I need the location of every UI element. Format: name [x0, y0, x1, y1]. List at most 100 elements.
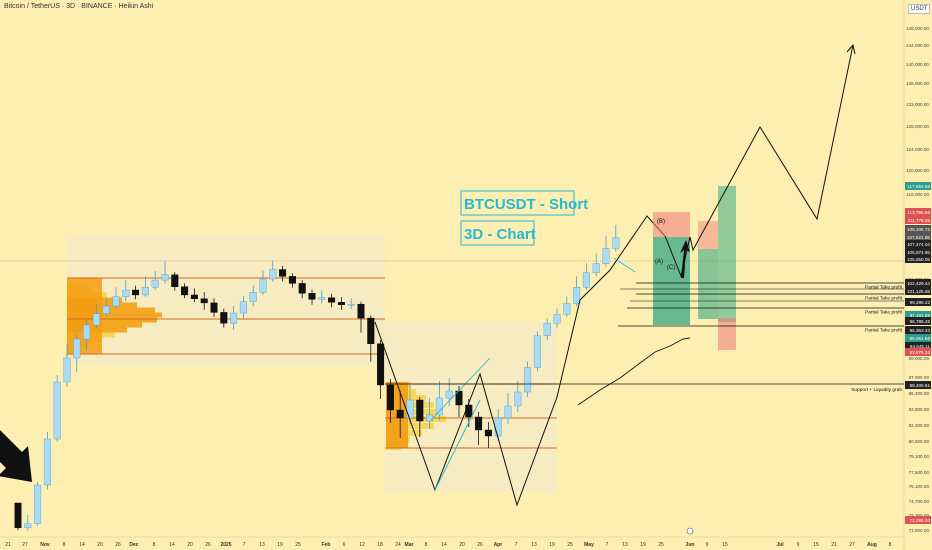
candle-body — [475, 416, 483, 431]
y-tick-label: 82,200.00 — [909, 423, 930, 428]
candle-body — [73, 338, 81, 359]
price-tag — [905, 208, 931, 216]
x-tick-label: 13 — [259, 542, 265, 548]
candle-body — [337, 302, 345, 305]
price-tag — [905, 311, 931, 319]
axis-unit-badge[interactable]: USDT — [908, 4, 931, 14]
candle-body — [328, 297, 336, 303]
candle-body — [406, 399, 414, 419]
y-tick-label: 87,000.00 — [909, 375, 930, 380]
candle-body — [122, 289, 130, 297]
candle-body — [494, 417, 502, 437]
timeframe-annotation-text: 3D - Chart — [464, 226, 536, 243]
x-tick-label: 8 — [63, 542, 66, 548]
x-tick-label: 20 — [97, 542, 103, 548]
price-tag-label: 94,645.11 — [910, 344, 931, 349]
candle-body — [181, 286, 189, 296]
price-tag-label: 93,876.34 — [910, 350, 931, 355]
price-tag — [905, 334, 931, 342]
candle-body — [230, 312, 238, 324]
x-tick-label: 25 — [658, 542, 664, 548]
price-tag — [905, 233, 931, 241]
volume-profile-bar-1 — [67, 322, 142, 328]
candle-body — [92, 313, 100, 326]
x-tick-label: 6 — [343, 542, 346, 548]
stop-loss-box — [718, 318, 736, 350]
price-tag — [905, 287, 931, 295]
x-tick-label: 20 — [459, 542, 465, 548]
x-tick-label: Mar — [405, 542, 414, 548]
candle-body — [396, 409, 404, 419]
x-tick-label: 9 — [797, 542, 800, 548]
x-tick-label: 19 — [549, 542, 555, 548]
price-tag-label: 102,429.44 — [907, 281, 930, 286]
y-tick-label: 77,500.00 — [909, 470, 930, 475]
candle-body — [514, 391, 522, 407]
wave-label-b: (B) — [657, 219, 665, 225]
candle-body — [367, 317, 375, 344]
timeframe-annotation-box — [460, 220, 535, 246]
candle-body — [445, 390, 453, 399]
volume-profile-bar-2 — [386, 423, 434, 429]
x-tick-label: Dec — [129, 542, 138, 548]
x-tick-label: Nov — [40, 542, 50, 548]
candle-body — [612, 237, 620, 249]
partial-take-profit-label: Partial Take profit — [865, 310, 903, 316]
trend-line — [613, 257, 636, 273]
candle-body — [259, 278, 267, 293]
x-tick-label: Jun — [686, 542, 695, 548]
price-tag — [905, 216, 931, 224]
candle-body — [161, 274, 169, 281]
x-tick-label: 18 — [377, 542, 383, 548]
x-tick-label: 25 — [295, 542, 301, 548]
x-tick-label: 20 — [187, 542, 193, 548]
price-tag-label: 105,874.95 — [907, 250, 930, 255]
x-tick-label: 27 — [849, 542, 855, 548]
support-label: Support + Liquidity grab — [851, 387, 902, 393]
volume-profile-bar-1 — [67, 312, 162, 318]
candle-body — [435, 397, 443, 416]
candle-body — [553, 314, 561, 324]
x-tick-label: 15 — [813, 542, 819, 548]
price-tag-label: 117,553.58 — [907, 184, 930, 189]
x-tick-label: Aug — [867, 542, 877, 548]
price-tag — [905, 279, 931, 287]
y-tick-label: 79,100.00 — [909, 454, 930, 459]
candle-body — [504, 405, 512, 419]
candle-body — [200, 298, 208, 304]
y-tick-label: 73,300.00 — [909, 513, 930, 518]
x-tick-label: 14 — [79, 542, 85, 548]
volume-profile-bar-1 — [67, 317, 157, 323]
y-tick-label: 128,000.00 — [906, 124, 929, 129]
candle-body — [563, 303, 571, 315]
stop-loss-box — [653, 212, 690, 237]
candle-body — [524, 367, 532, 393]
x-tick-label: 21 — [831, 542, 837, 548]
x-tick-label: 24 — [395, 542, 401, 548]
x-tick-label: 26 — [477, 542, 483, 548]
candle-body — [269, 269, 277, 280]
x-tick-label: 8 — [425, 542, 428, 548]
x-tick-label: Jul — [776, 542, 784, 548]
price-tag-label: 96,786.45 — [910, 319, 931, 324]
scenario-arrow-head — [846, 43, 856, 55]
x-tick-label: 8 — [153, 542, 156, 548]
y-tick-label: 140,000.00 — [906, 62, 929, 67]
y-tick-label: 76,100.00 — [909, 484, 930, 489]
y-tick-label: 144,000.00 — [906, 43, 929, 48]
x-tick-label: 14 — [169, 542, 175, 548]
price-tag-label: 113,796.56 — [907, 210, 930, 215]
price-tag-label: 95,051.66 — [910, 336, 931, 341]
candle-body — [582, 272, 590, 288]
price-tag — [905, 326, 931, 334]
candle-body — [14, 502, 22, 529]
price-tag-label: 107,474.04 — [907, 242, 930, 247]
candle-body — [386, 384, 394, 411]
title-annotation-box — [460, 190, 575, 216]
y-tick-label: 85,400.00 — [909, 391, 930, 396]
candle-body — [357, 303, 365, 319]
candle-body — [318, 297, 326, 300]
candle-body — [141, 287, 149, 296]
candle-body — [484, 429, 492, 437]
